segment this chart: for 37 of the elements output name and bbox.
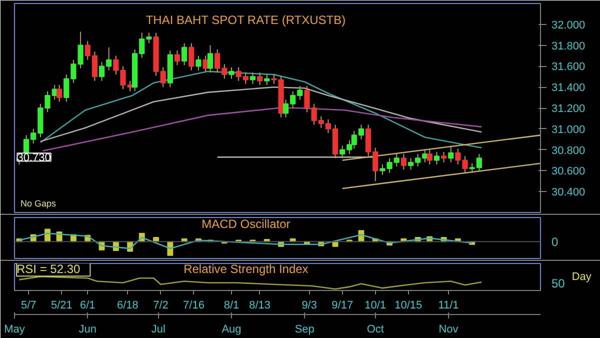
x-tick-label: 8/1 [224, 300, 240, 312]
x-tick-label: 6/1 [80, 300, 96, 312]
y-tick-label: 32.000 [552, 19, 586, 32]
y-tick-label: 31.400 [552, 82, 586, 94]
x2-tick-label: Jul [151, 324, 166, 336]
x-tick-label: 5/21 [50, 300, 72, 312]
x-tick-label: 11/1 [438, 300, 459, 312]
text: THAI BAHT SPOT RATE (RTXUSTB) [146, 13, 346, 28]
y-tick-label: 30.800 [552, 144, 586, 157]
y-tick-label: 31.800 [552, 40, 586, 52]
y-tick-label: 31.000 [552, 124, 586, 136]
x-tick-label: 9/3 [302, 300, 317, 312]
text: RSI = 52.30 [16, 262, 81, 276]
x-tick-label: 10/1 [364, 300, 386, 312]
x-axis-title: Day [572, 271, 592, 283]
x2-tick-label: Nov [438, 324, 459, 336]
text: 50 [552, 276, 566, 290]
x2-tick-label: Aug [222, 324, 242, 336]
x-tick-label: 10/15 [394, 300, 422, 312]
text: 0 [552, 235, 558, 250]
y-tick-label: 31.200 [552, 103, 586, 115]
y-tick-label: 31.600 [552, 61, 586, 74]
chart-title: Relative Strength Index [184, 262, 308, 276]
x-tick-label: 8/13 [249, 300, 271, 312]
x-tick-label: 5/7 [21, 300, 36, 312]
x-tick-label: 7/2 [153, 300, 168, 312]
y-tick-label: 30.600 [552, 166, 586, 178]
y-tick-label: 30.400 [552, 186, 586, 199]
x-tick-label: 6/18 [117, 300, 138, 312]
x2-tick-label: Oct [366, 324, 384, 336]
x2-tick-label: Jun [78, 324, 97, 336]
chart-title: MACD Oscillator [202, 217, 290, 232]
x-tick-label: 7/16 [183, 300, 204, 312]
annotation: No Gaps [20, 198, 57, 208]
x2-tick-label: May [4, 324, 26, 336]
x2-tick-label: Sep [294, 324, 314, 336]
x-tick-label: 9/17 [332, 300, 354, 312]
